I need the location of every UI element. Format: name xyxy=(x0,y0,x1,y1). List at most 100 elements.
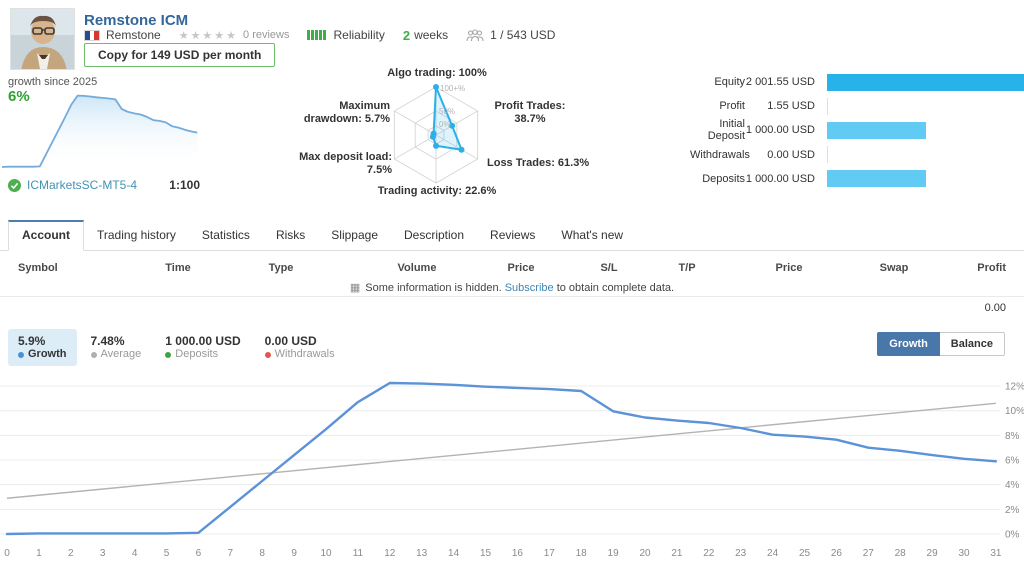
svg-text:25: 25 xyxy=(799,548,811,559)
growth-line-chart: 0%2%4%6%8%10%12%0 1 2 3 4 5 6 7 8 9 10 11 12 13 14 15 16… xyxy=(0,382,1024,559)
tab-trading-history[interactable]: Trading history xyxy=(97,228,176,242)
total-profit-value: 0.00 xyxy=(984,302,1006,314)
stat-bar xyxy=(827,97,828,115)
verified-check-icon xyxy=(8,178,21,192)
tab-slippage[interactable]: Slippage xyxy=(331,228,378,242)
subscribe-link[interactable]: Subscribe xyxy=(504,282,554,294)
column-header-price: Price xyxy=(775,262,803,274)
svg-text:8%: 8% xyxy=(1005,431,1020,442)
svg-text:9: 9 xyxy=(291,548,297,559)
svg-text:50%: 50% xyxy=(439,107,455,116)
signal-meta: Remstone ★★★★★ 0 reviews Reliability 2 w… xyxy=(84,28,556,43)
svg-text:28: 28 xyxy=(895,548,907,559)
svg-text:12%: 12% xyxy=(1005,382,1024,393)
svg-text:26: 26 xyxy=(831,548,843,559)
svg-text:22: 22 xyxy=(703,548,715,559)
summary-stats: 5.9% Growth 7.48% Average 1 000.00 USD Deposi… xyxy=(8,329,349,366)
radar-label-profit-trades: Profit Trades: 38.7% xyxy=(494,100,566,125)
stat-value: 0.00 USD xyxy=(767,148,815,161)
summary-value: 5.9% xyxy=(18,334,46,348)
summary-growth[interactable]: 5.9% Growth xyxy=(8,329,77,366)
notice-text: Some information is hidden. xyxy=(365,282,502,294)
svg-text:2%: 2% xyxy=(1005,505,1020,516)
trades-table-header: Symbol Time Type Volume Price S/L T/P Price Swap… xyxy=(0,258,1024,280)
account-stat-row: Initial Deposit 1 000.00 USD xyxy=(690,118,1024,142)
balance-view-button[interactable]: Balance xyxy=(939,332,1005,356)
column-header-s-l: S/L xyxy=(600,262,618,274)
growth-value: 6% xyxy=(8,88,30,105)
svg-text:8: 8 xyxy=(259,548,265,559)
svg-text:0%: 0% xyxy=(1005,530,1020,541)
reliability-label: Reliability xyxy=(333,28,385,42)
svg-text:17: 17 xyxy=(544,548,556,559)
account-stat-row: Withdrawals 0.00 USD xyxy=(690,143,1024,167)
reviews-count[interactable]: 0 reviews xyxy=(243,29,290,41)
svg-text:6%: 6% xyxy=(1005,456,1020,467)
svg-text:21: 21 xyxy=(671,548,683,559)
column-header-type: Type xyxy=(268,262,294,274)
column-header-price: Price xyxy=(507,262,535,274)
tab-bar: Account Trading history Statistics Risks Sli… xyxy=(0,220,1024,251)
growth-view-button[interactable]: Growth xyxy=(877,332,940,356)
summary-deposits[interactable]: 1 000.00 USD Deposits xyxy=(155,329,250,366)
avatar[interactable] xyxy=(10,8,75,70)
tab-what-s-new[interactable]: What's new xyxy=(561,228,624,242)
legend-dot-icon xyxy=(165,351,172,358)
svg-text:100+%: 100+% xyxy=(440,84,465,93)
stat-value: 1.55 USD xyxy=(767,100,815,113)
column-header-swap: Swap xyxy=(879,262,909,274)
tab-risks[interactable]: Risks xyxy=(275,228,306,242)
svg-text:10%: 10% xyxy=(1005,406,1024,417)
column-header-time: Time xyxy=(165,262,191,274)
svg-text:19: 19 xyxy=(608,548,620,559)
summary-value: 1 000.00 USD xyxy=(165,334,241,348)
summary-withdrawals[interactable]: 0.00 USD Withdrawals xyxy=(255,329,345,366)
broker-server-link[interactable]: ICMarketsSC-MT5-4 xyxy=(27,178,138,192)
tab-description[interactable]: Description xyxy=(404,228,465,242)
svg-text:4%: 4% xyxy=(1005,480,1020,491)
svg-text:0: 0 xyxy=(4,548,10,559)
svg-text:12: 12 xyxy=(384,548,396,559)
legend-dot-icon xyxy=(264,351,271,358)
svg-text:10: 10 xyxy=(320,548,332,559)
notice-rest: to obtain complete data. xyxy=(556,282,675,294)
account-stat-row: Deposits 1 000.00 USD xyxy=(690,167,1024,191)
summary-average[interactable]: 7.48% Average xyxy=(81,329,152,366)
france-flag-icon xyxy=(84,29,100,41)
table-separator xyxy=(0,296,1024,297)
growth-caption: growth since 2025 xyxy=(8,76,98,88)
subscribers-count: 1 / 543 USD xyxy=(490,28,556,42)
svg-text:13: 13 xyxy=(416,548,428,559)
radar-label-algo-trading: Algo trading: 100% xyxy=(387,67,487,79)
stat-bar xyxy=(827,170,926,188)
stat-bar xyxy=(827,146,828,164)
svg-text:11: 11 xyxy=(353,548,364,559)
svg-text:14: 14 xyxy=(448,548,460,559)
radar-label-max-deposit-load: Max deposit load: 7.5% xyxy=(299,151,392,176)
author-link[interactable]: Remstone xyxy=(106,28,161,42)
copy-signal-button[interactable]: Copy for 149 USD per month xyxy=(84,43,276,67)
svg-text:31: 31 xyxy=(990,548,1002,559)
column-header-volume: Volume xyxy=(397,262,437,274)
legend-dot-icon xyxy=(90,351,97,358)
subscribers-icon xyxy=(466,28,484,42)
svg-text:2: 2 xyxy=(68,548,74,559)
tab-account[interactable]: Account xyxy=(8,220,84,251)
signal-radar-chart: 100+% 50% 0% xyxy=(393,84,479,184)
stat-label: Equity xyxy=(714,76,745,89)
tab-statistics[interactable]: Statistics xyxy=(201,228,250,242)
radar-label-trading-activity: Trading activity: 22.6% xyxy=(377,185,497,197)
weeks-label: weeks xyxy=(414,28,449,42)
account-stats: Equity 2 001.55 USD Profit 1.55 USD Initial … xyxy=(690,70,1024,191)
svg-text:6: 6 xyxy=(196,548,202,559)
summary-label: Average xyxy=(90,348,141,361)
chart-view-toggle: Growth Balance xyxy=(877,332,1005,356)
column-header-t-p: T/P xyxy=(678,262,696,274)
svg-text:23: 23 xyxy=(735,548,747,559)
legend-dot-icon xyxy=(18,351,24,358)
tab-reviews[interactable]: Reviews xyxy=(490,228,536,242)
stat-label: Withdrawals xyxy=(690,148,750,161)
summary-label: Deposits xyxy=(165,348,240,361)
svg-text:27: 27 xyxy=(863,548,875,559)
